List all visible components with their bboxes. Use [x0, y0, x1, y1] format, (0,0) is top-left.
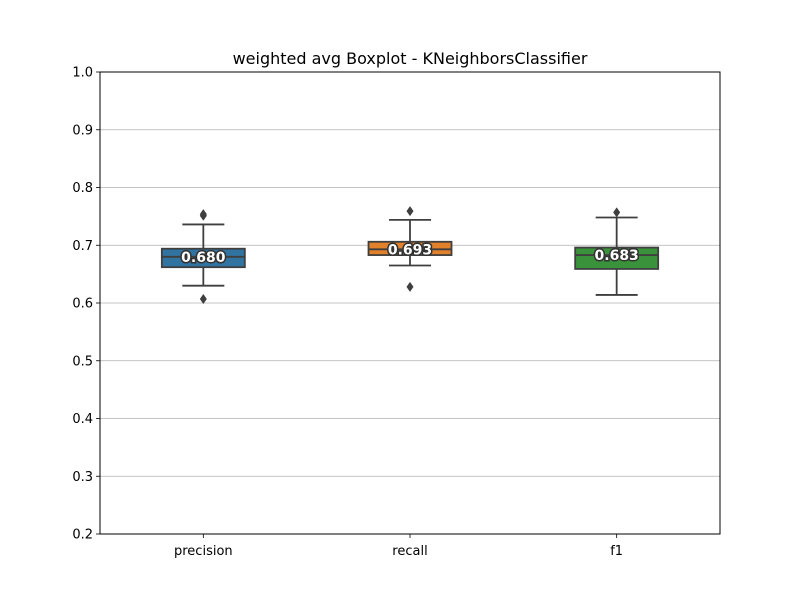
- y-tick-label: 0.3: [72, 470, 93, 485]
- y-tick-label: 0.8: [72, 181, 93, 196]
- y-tick-label: 0.2: [72, 528, 93, 543]
- chart-title: weighted avg Boxplot - KNeighborsClassif…: [233, 49, 588, 68]
- mean-label: 0.683: [595, 248, 639, 264]
- box-recall: 0.693: [367, 206, 453, 292]
- outlier-point: [199, 293, 207, 304]
- y-tick-label: 0.6: [72, 297, 93, 312]
- outlier-point: [406, 281, 414, 292]
- y-tick-label: 1.0: [72, 66, 93, 81]
- x-axis: precision recall f1: [174, 534, 623, 559]
- box-iqr: [160, 247, 246, 269]
- y-tick-label: 0.5: [72, 354, 93, 369]
- outlier-point: [199, 209, 207, 220]
- box-precision: 0.680: [160, 209, 246, 304]
- mean-label: 0.680: [181, 250, 226, 266]
- box-iqr: [574, 246, 660, 270]
- mean-label: 0.693: [388, 242, 432, 258]
- y-tick-label: 0.4: [72, 412, 93, 427]
- box-series: 0.680 0.693 0.683: [160, 206, 660, 304]
- plot-frame: [99, 71, 721, 535]
- y-tick-label: 0.7: [72, 239, 93, 254]
- x-tick-label: f1: [610, 544, 623, 559]
- y-tick-label: 0.9: [72, 123, 93, 138]
- grid-lines: [100, 129, 720, 477]
- outlier-point: [613, 207, 621, 218]
- box-f1: 0.683: [574, 207, 660, 296]
- outlier-point: [406, 206, 414, 217]
- y-axis: 0.2 0.3 0.4 0.5 0.6 0.7 0.8 0.9 1.0: [72, 66, 100, 543]
- x-tick-label: precision: [174, 544, 233, 559]
- x-tick-label: recall: [392, 544, 427, 559]
